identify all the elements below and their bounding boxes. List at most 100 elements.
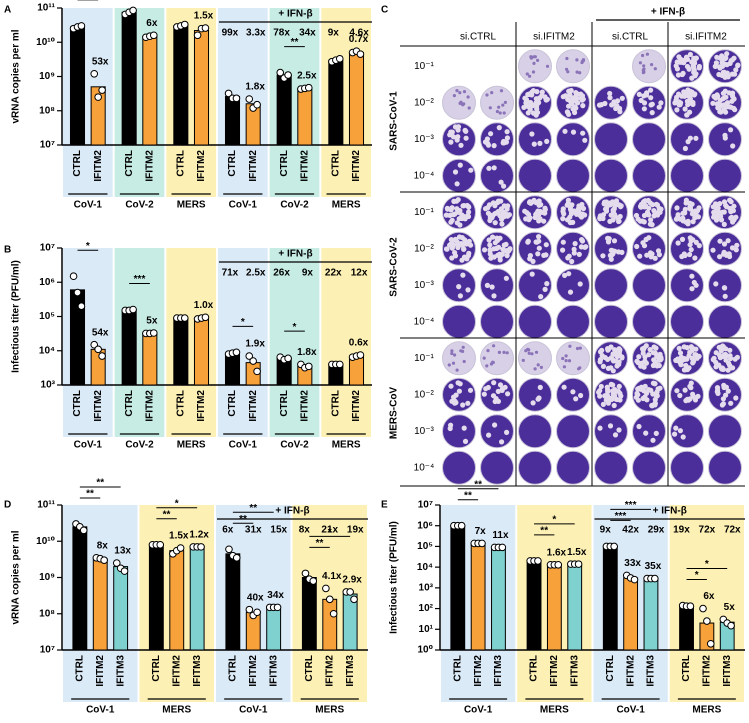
plaque [656, 252, 663, 258]
group-label: MERS [177, 440, 206, 451]
plaque [499, 221, 505, 227]
plaque [679, 216, 685, 222]
bar [148, 544, 164, 651]
plaque [682, 57, 688, 64]
plaque [648, 95, 654, 101]
plaque [721, 241, 728, 247]
x-tick-label: IFITM2 [324, 655, 335, 687]
plaque [481, 391, 487, 397]
well [670, 450, 704, 485]
plaque [541, 209, 547, 215]
plaque [683, 219, 689, 225]
y-tick-label: 10⁹ [39, 572, 55, 583]
plaque [482, 247, 488, 253]
plaque [711, 355, 717, 361]
significance-label: ** [291, 37, 299, 48]
data-point [350, 595, 358, 604]
plaque [536, 202, 542, 208]
y-tick-label: 10⁷ [40, 140, 55, 151]
x-tick-label: CTRL [529, 655, 540, 682]
bar [491, 546, 506, 651]
plaque [459, 235, 465, 241]
significance-label: ** [86, 489, 94, 500]
dilution-label: 10⁻¹ [414, 353, 434, 364]
x-tick-label: CTRL [74, 655, 85, 682]
fold-change-label: 0.7x [349, 34, 369, 45]
plaque [560, 208, 566, 214]
fold-change-label: 7x [475, 526, 487, 537]
plaque [465, 287, 471, 293]
plaque [455, 89, 459, 93]
treated-fold-label: 2.5x [246, 268, 266, 279]
plaque [673, 425, 679, 431]
well [670, 414, 704, 449]
plaque [653, 67, 657, 71]
plaque [677, 357, 684, 363]
bar [526, 560, 542, 651]
data-point [180, 20, 189, 29]
bar [142, 35, 158, 146]
plaque [452, 250, 458, 256]
plaque [683, 398, 689, 404]
plaque [681, 367, 688, 373]
plaque [577, 281, 583, 287]
plaque [733, 247, 739, 253]
x-tick-label: IFITM2 [248, 655, 259, 687]
bar [69, 26, 86, 146]
y-tick-label: 10⁴ [417, 562, 433, 573]
well [556, 49, 590, 84]
fold-change-label: 13x [114, 546, 131, 557]
treated-fold-label: 3.3x [246, 28, 266, 39]
plaque [531, 141, 537, 147]
plaque [652, 401, 658, 407]
plaque [616, 218, 622, 225]
plaque [674, 205, 680, 211]
column-label: si.IFITM2 [685, 32, 727, 43]
treated-fold-label: 29x [648, 525, 665, 536]
group-label: CoV-1 [464, 705, 493, 716]
plaque [681, 89, 687, 95]
plaque [723, 109, 729, 115]
plaque [734, 354, 741, 360]
plaque [725, 238, 731, 244]
plaque [687, 96, 694, 102]
plaque [487, 242, 493, 248]
plaque [651, 208, 657, 214]
data-point [149, 31, 158, 40]
data-point [225, 545, 233, 554]
fold-change-label: 53x [92, 56, 109, 67]
plaque [501, 138, 507, 145]
y-tick-label: 10¹ [419, 624, 434, 635]
bar [173, 25, 189, 146]
plaque [679, 253, 685, 260]
plaque [580, 103, 586, 109]
plaque [526, 347, 530, 351]
plaque [716, 344, 722, 350]
bar [301, 577, 317, 651]
plaque [608, 355, 615, 361]
plaque [451, 198, 457, 204]
panel-letter: C [381, 5, 388, 16]
y-axis-label: Infectious titer (PFU/ml) [389, 521, 400, 634]
plaque [506, 212, 512, 218]
dilution-label: 10⁻² [414, 243, 434, 254]
plaque [449, 205, 455, 211]
plaque [721, 199, 728, 205]
data-point [249, 357, 257, 365]
plaque [458, 142, 464, 148]
group-label: CoV-1 [86, 705, 115, 716]
plaque [492, 220, 498, 226]
plaque [578, 71, 582, 75]
plaque [729, 214, 735, 220]
significance-label: ** [96, 478, 104, 489]
plaque [675, 240, 681, 246]
plaque [647, 221, 654, 227]
plaque [717, 55, 723, 61]
plaque [492, 422, 498, 428]
plaque [687, 200, 693, 206]
bar [348, 52, 365, 146]
plaque [727, 205, 733, 212]
plaque [565, 109, 571, 115]
treated-fold-label: 26x [273, 268, 290, 279]
group-background [321, 248, 371, 437]
